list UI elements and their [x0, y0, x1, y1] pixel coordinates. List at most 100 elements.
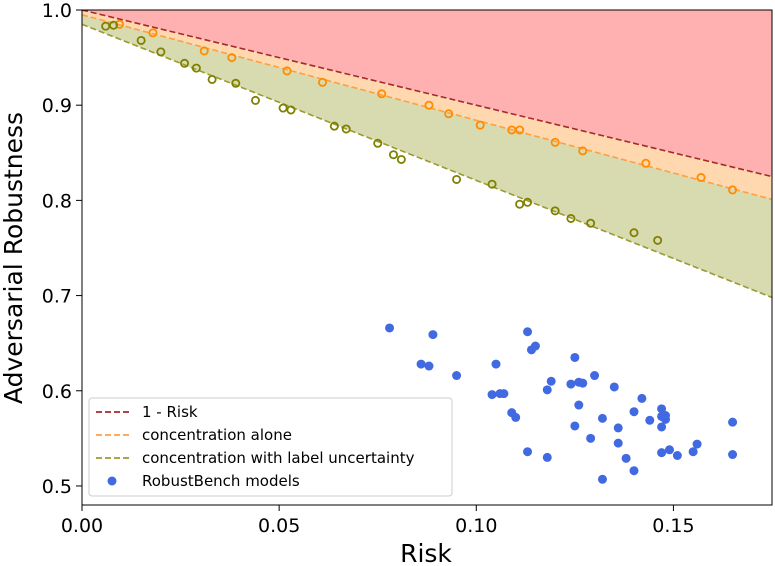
data-point-series-1-6: [377, 89, 387, 99]
data-point-series-1-11: [515, 125, 525, 135]
legend: 1 - Risk concentration alone concentration…: [88, 397, 453, 497]
legend-swatch-dot: [107, 476, 117, 486]
data-point-series-0-30: [613, 438, 623, 448]
data-point-series-0-3: [428, 330, 438, 340]
legend-label: RobustBench models: [142, 472, 300, 490]
data-point-series-0-17: [542, 452, 552, 462]
data-point-series-2-22: [586, 218, 596, 228]
data-point-series-0-29: [613, 423, 623, 433]
data-point-series-2-12: [341, 124, 351, 134]
data-point-series-0-44: [688, 447, 698, 457]
data-point-series-2-14: [388, 150, 398, 160]
data-point-series-0-46: [728, 417, 738, 427]
data-point-series-0-32: [629, 407, 639, 417]
y-tick-label: 0.9: [42, 95, 72, 117]
data-point-series-0-43: [672, 451, 682, 460]
data-point-series-2-6: [207, 74, 217, 84]
data-point-series-0-34: [637, 393, 647, 403]
data-point-series-0-36: [657, 422, 667, 432]
data-point-series-1-14: [641, 158, 651, 168]
x-tick-label: 0.15: [652, 515, 694, 537]
data-point-series-0-42: [664, 445, 674, 455]
data-point-series-0-6: [491, 359, 501, 369]
data-point-series-0-35: [645, 415, 655, 425]
data-point-series-1-7: [424, 100, 434, 110]
legend-box: [88, 397, 453, 497]
data-point-series-2-16: [452, 174, 462, 184]
data-point-series-1-15: [696, 173, 706, 183]
data-point-series-1-13: [578, 146, 588, 156]
legend-label: 1 - Risk: [142, 403, 198, 421]
data-point-series-1-16: [728, 185, 738, 195]
legend-label: concentration with label uncertainty: [142, 449, 415, 467]
data-point-series-0-21: [574, 400, 584, 410]
data-point-series-0-24: [586, 433, 596, 443]
data-point-series-0-20: [570, 421, 580, 431]
data-point-series-0-25: [590, 371, 600, 381]
y-tick-label: 0.6: [42, 381, 72, 403]
legend-label: concentration alone: [142, 426, 292, 444]
data-point-series-2-1: [109, 20, 119, 30]
data-point-series-2-19: [523, 197, 533, 207]
data-point-series-2-2: [136, 35, 146, 45]
data-point-series-0-31: [621, 453, 631, 463]
data-point-series-1-0: [114, 19, 124, 29]
data-point-series-0-14: [530, 341, 540, 351]
data-point-series-0-12: [523, 447, 533, 457]
data-point-series-0-28: [609, 382, 619, 392]
data-point-series-0-0: [385, 323, 395, 333]
data-point-series-0-2: [424, 361, 434, 371]
data-point-series-0-16: [546, 376, 556, 386]
data-point-series-0-45: [692, 439, 702, 449]
data-point-series-0-18: [566, 379, 576, 389]
data-point-series-0-15: [542, 385, 552, 395]
data-point-series-1-5: [318, 77, 328, 87]
line-concentration-label-uncertainty: [82, 23, 772, 299]
data-point-series-0-47: [728, 450, 738, 460]
data-point-series-2-7: [231, 78, 241, 88]
data-point-series-2-17: [487, 179, 497, 189]
data-point-series-2-10: [286, 105, 296, 115]
data-point-series-2-4: [180, 58, 190, 68]
data-point-series-0-1: [416, 359, 426, 369]
data-point-series-1-9: [475, 120, 485, 130]
line-concentration-alone: [82, 13, 772, 201]
data-point-series-0-11: [523, 327, 533, 337]
region-label-uncertainty: [82, 14, 772, 298]
data-point-series-0-19: [570, 352, 580, 362]
line-1-minus-risk: [82, 10, 772, 178]
data-point-series-0-37: [657, 448, 667, 458]
data-point-series-2-13: [373, 138, 383, 148]
data-point-series-0-23: [574, 377, 584, 387]
data-point-series-0-33: [629, 466, 639, 476]
data-point-series-1-3: [227, 53, 237, 63]
data-point-series-2-21: [566, 213, 576, 223]
x-tick-label: 0.10: [455, 515, 497, 537]
data-point-series-0-10: [511, 412, 521, 422]
data-point-series-2-15: [396, 154, 406, 164]
data-point-series-0-27: [597, 474, 607, 484]
plot-frame: [81, 9, 773, 506]
data-point-series-0-38: [657, 404, 667, 414]
data-point-series-2-23: [629, 228, 639, 238]
region-concentration-alone: [82, 10, 772, 200]
data-point-series-2-24: [653, 235, 663, 245]
x-tick-label: 0.00: [61, 515, 103, 537]
y-tick-label: 0.5: [42, 476, 72, 498]
data-point-series-0-8: [499, 389, 509, 399]
data-point-series-2-18: [515, 199, 525, 209]
data-point-series-0-5: [487, 390, 497, 400]
x-tick-label: 0.05: [258, 515, 300, 537]
data-point-series-1-4: [282, 66, 292, 76]
data-point-series-1-12: [550, 137, 560, 147]
x-axis-label: Risk: [400, 539, 452, 566]
y-tick-label: 0.8: [42, 190, 72, 212]
data-point-series-2-9: [278, 103, 288, 113]
data-point-series-2-5: [191, 63, 201, 73]
data-point-series-2-20: [550, 206, 560, 216]
data-point-series-1-8: [444, 109, 454, 119]
y-tick-label: 1.0: [42, 0, 72, 22]
data-point-series-0-41: [661, 411, 671, 421]
data-point-series-2-3: [156, 47, 166, 57]
